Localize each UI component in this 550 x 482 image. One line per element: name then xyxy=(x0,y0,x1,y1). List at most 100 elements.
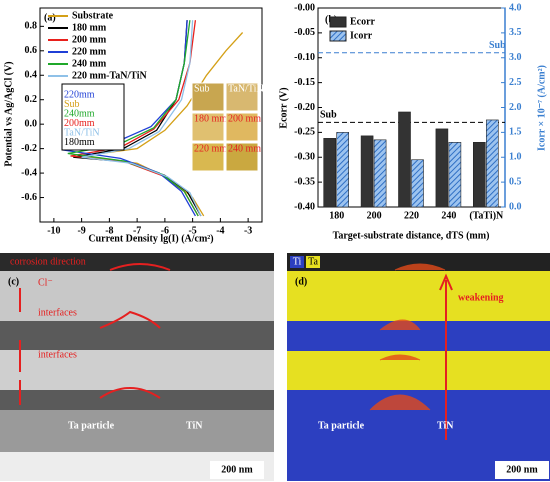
bar xyxy=(336,132,350,208)
legend-swatch xyxy=(329,30,347,42)
zoom-label: 240mm xyxy=(64,108,95,119)
panel-d: Ti Ta (d) weakening Ta particle TiN 200 … xyxy=(287,253,550,481)
legend-label: 240 mm xyxy=(72,58,107,69)
profile xyxy=(369,263,446,411)
legend-label: Ta xyxy=(308,256,318,267)
x-axis-label: Current Density lg(I) (A/cm²) xyxy=(88,233,213,244)
inset-image xyxy=(225,112,259,142)
y-tick-label: -0.10 xyxy=(294,52,315,63)
inset-label: 240 mm xyxy=(228,143,261,154)
scale-box xyxy=(495,461,549,479)
y2-tick-label: 2.5 xyxy=(509,77,522,88)
x-tick-label: (TaTi)N xyxy=(469,210,504,221)
inset-label: Sub xyxy=(194,83,210,94)
annotation: corrosion direction xyxy=(10,256,86,267)
legend-swatch xyxy=(290,256,304,268)
scale-box xyxy=(210,461,264,479)
legend-label: Substrate xyxy=(72,10,114,21)
x-tick-label: 240 xyxy=(441,210,456,221)
x-tick-label: -9 xyxy=(77,225,85,236)
panel-b: (b) Target-substrate distance, dTS (mm) … xyxy=(278,2,547,241)
y-tick-label: -0.40 xyxy=(294,201,315,212)
zoom-label: TaN/TiN xyxy=(64,127,100,138)
y-axis-label: Ecorr (V) xyxy=(278,87,289,128)
annotation: weakening xyxy=(458,292,504,303)
curve xyxy=(81,20,202,217)
y-axis-label: Potential vs Ag/AgCl (V) xyxy=(3,61,14,166)
y-tick-label: -0.35 xyxy=(294,176,315,187)
y-tick-label: 0.4 xyxy=(25,70,38,81)
inset-label: 180 mm xyxy=(194,113,227,124)
y-tick-label: -0.20 xyxy=(294,102,315,113)
inset-label: TaN/TiN xyxy=(228,83,264,94)
x-tick-label: 200 xyxy=(367,210,382,221)
bar xyxy=(448,142,462,208)
annotation: Ta particle xyxy=(68,420,115,431)
reference-label: Sub xyxy=(320,110,337,121)
layer xyxy=(0,410,274,452)
y-tick-label: -0.30 xyxy=(294,152,315,163)
inset-image xyxy=(225,142,259,172)
panel-label: (c) xyxy=(8,276,19,287)
x-tick-label: 220 xyxy=(404,210,419,221)
bar xyxy=(373,139,387,208)
panel-label: (a) xyxy=(44,12,56,23)
legend-label: 220 mm xyxy=(72,46,107,57)
bar xyxy=(323,138,337,208)
y-tick-label: -0.4 xyxy=(21,167,37,178)
bar xyxy=(360,135,374,208)
y2-axis-label: Icorr × 10⁻⁷ (A/cm²) xyxy=(536,65,547,151)
y2-tick-label: 1.5 xyxy=(509,127,522,138)
y-tick-label: -0.05 xyxy=(294,27,315,38)
layer xyxy=(287,253,550,271)
legend-label: Ti xyxy=(293,256,302,267)
y2-tick-label: 3.0 xyxy=(509,52,522,63)
layer xyxy=(287,390,550,410)
legend-label: 220 mm-TaN/TiN xyxy=(72,70,148,81)
bar xyxy=(398,111,411,208)
inset-label: 220 mm xyxy=(194,143,227,154)
zoom-label: 180mm xyxy=(64,137,95,148)
zoom-label: 220mm xyxy=(64,89,95,100)
inset-image xyxy=(225,82,259,112)
y-tick-label: 0.0 xyxy=(25,118,38,129)
y2-tick-label: 3.5 xyxy=(509,27,522,38)
layer xyxy=(0,253,274,271)
legend-label: Ecorr xyxy=(350,16,376,27)
y2-tick-label: 0.5 xyxy=(509,176,522,187)
legend-label: 180 mm xyxy=(72,22,107,33)
panel-label: (d) xyxy=(295,276,307,287)
y2-tick-label: 4.0 xyxy=(509,2,522,13)
y-tick-label: 0.8 xyxy=(25,21,38,32)
x-tick-label: -5 xyxy=(188,225,196,236)
y2-tick-label: 0.0 xyxy=(509,201,522,212)
panel-a: (a) Current Density lg(I) (A/cm²) Potent… xyxy=(3,7,264,244)
x-tick-label: -8 xyxy=(105,225,113,236)
x-tick-label: 180 xyxy=(329,210,344,221)
annotation: TiN xyxy=(437,420,454,431)
y-tick-label: 0.2 xyxy=(25,94,38,105)
annotation: interfaces xyxy=(38,349,77,360)
y-tick-label: -0.00 xyxy=(294,2,315,13)
panel-c: (c) corrosion direction Cl⁻ interfaces i… xyxy=(0,253,274,481)
x-tick-label: -10 xyxy=(47,225,60,236)
x-axis-label: Target-substrate distance, dTS (mm) xyxy=(333,230,490,241)
inset-image xyxy=(191,142,225,172)
scale-label: 200 nm xyxy=(506,464,538,475)
inset-label: 200 mm xyxy=(228,113,261,124)
scale-label: 200 nm xyxy=(221,464,253,475)
y-tick-label: -0.25 xyxy=(294,127,315,138)
bar xyxy=(472,142,486,208)
inset-image xyxy=(191,82,225,112)
x-tick-label: -4 xyxy=(216,225,224,236)
legend-label: Icorr xyxy=(350,30,373,41)
layer xyxy=(287,321,550,351)
y2-tick-label: 2.0 xyxy=(509,102,522,113)
annotation: TiN xyxy=(186,420,203,431)
legend-swatch xyxy=(306,256,320,268)
inset-image xyxy=(191,112,225,142)
legend-swatch xyxy=(329,16,347,28)
x-tick-label: -7 xyxy=(133,225,141,236)
annotation: Ta particle xyxy=(318,420,365,431)
profile xyxy=(99,263,171,399)
